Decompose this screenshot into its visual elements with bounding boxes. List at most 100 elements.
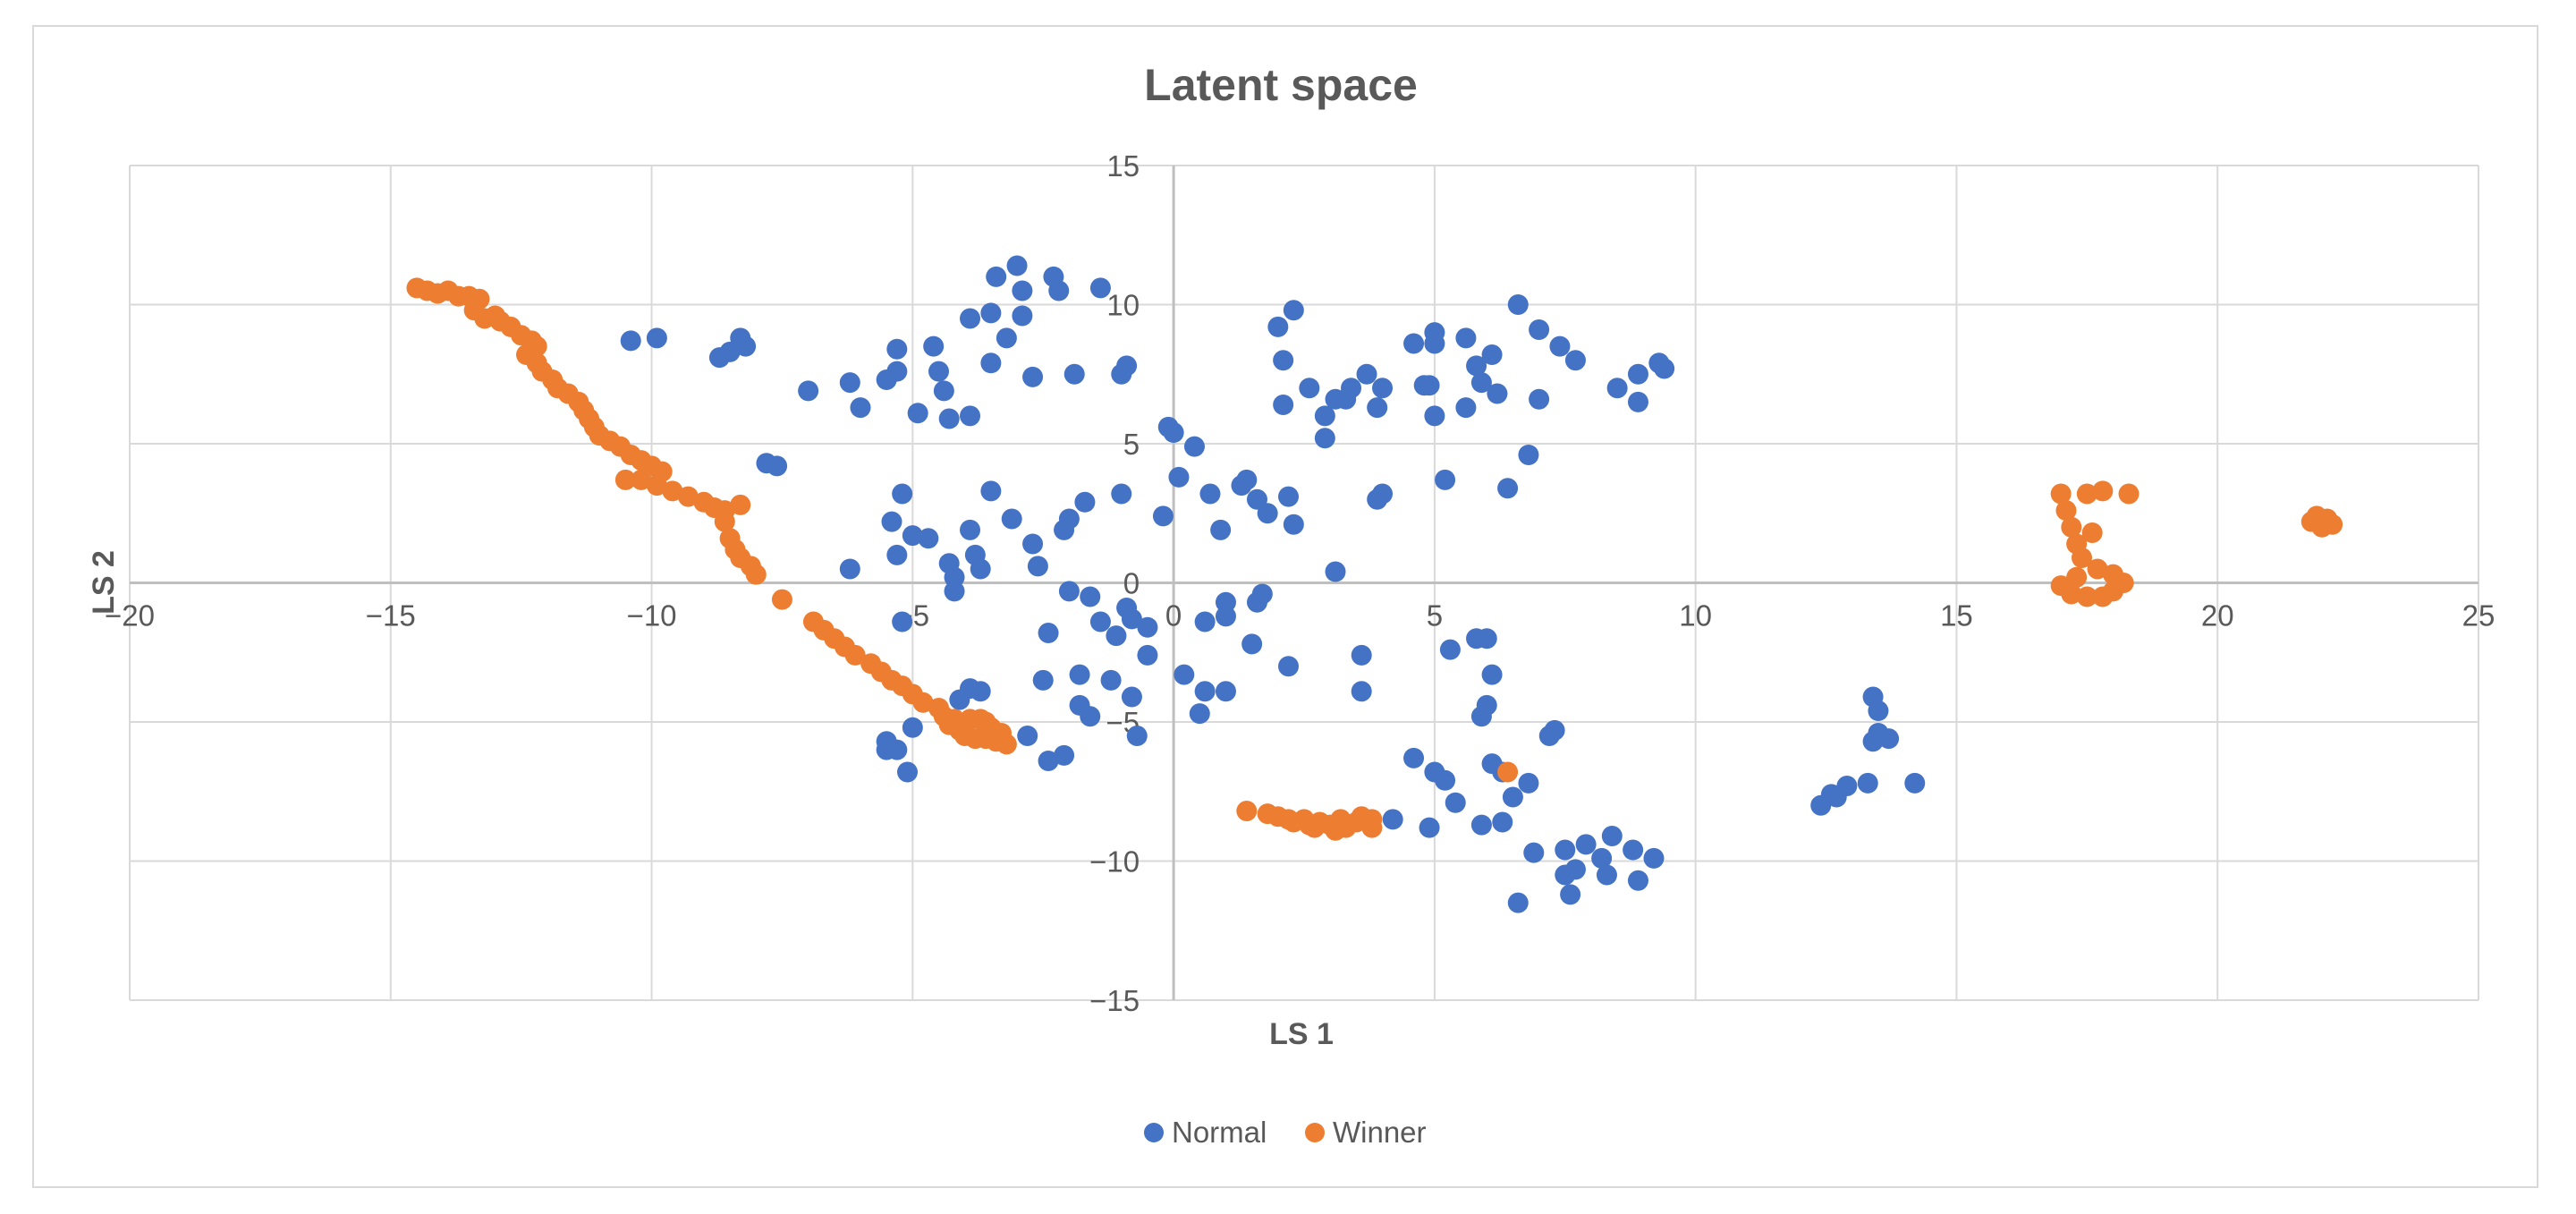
point-normal — [970, 558, 991, 580]
y-axis-title: LS 2 — [87, 550, 121, 615]
chart-frame — [32, 25, 2538, 1188]
point-normal — [1126, 726, 1148, 747]
point-normal — [1121, 686, 1142, 708]
point-normal — [646, 327, 667, 349]
point-normal — [1012, 305, 1033, 327]
point-normal — [1470, 814, 1492, 836]
point-normal — [1455, 397, 1477, 419]
legend-label-normal: Normal — [1172, 1116, 1267, 1149]
point-normal — [767, 455, 788, 477]
y-tick-label: −15 — [1089, 984, 1140, 1017]
point-normal — [1382, 809, 1403, 830]
point-winner — [2066, 566, 2088, 588]
point-normal — [1836, 776, 1858, 797]
x-tick-label: 5 — [1427, 599, 1443, 632]
point-normal — [1507, 892, 1529, 913]
y-tick-label: 5 — [1123, 428, 1140, 461]
point-normal — [980, 352, 1002, 374]
point-winner — [2050, 483, 2072, 505]
point-winner — [912, 692, 934, 713]
point-normal — [1643, 847, 1665, 869]
point-winner — [614, 469, 636, 490]
point-normal — [923, 335, 945, 357]
point-normal — [1251, 583, 1273, 605]
point-normal — [1560, 884, 1581, 905]
x-tick-label: −10 — [627, 599, 677, 632]
point-normal — [1283, 300, 1304, 321]
point-normal — [1032, 669, 1054, 691]
point-normal — [1022, 366, 1044, 387]
point-normal — [798, 380, 819, 402]
point-normal — [1341, 378, 1362, 399]
x-tick-label: −15 — [366, 599, 416, 632]
point-normal — [1080, 706, 1101, 727]
x-tick-labels: −20 −15 −10 −5 0 5 10 15 20 25 — [105, 599, 2495, 632]
x-axis-title: LS 1 — [1269, 1017, 1334, 1051]
point-normal — [980, 480, 1002, 502]
point-normal — [1439, 639, 1461, 660]
y-tick-label: 0 — [1123, 567, 1140, 600]
x-tick-label: 15 — [1940, 599, 1973, 632]
point-normal — [886, 544, 908, 565]
point-normal — [886, 338, 908, 360]
axes — [130, 166, 2479, 1000]
point-winner — [2055, 500, 2077, 522]
point-winner — [2322, 514, 2343, 535]
x-tick-label: 10 — [1679, 599, 1712, 632]
point-normal — [1627, 870, 1648, 891]
point-normal — [1466, 355, 1487, 377]
point-normal — [1507, 294, 1529, 315]
point-winner — [2081, 522, 2103, 544]
point-winner — [646, 475, 667, 497]
y-tick-label: 15 — [1106, 149, 1140, 183]
point-normal — [1283, 514, 1304, 535]
point-normal — [1314, 428, 1335, 449]
point-normal — [960, 308, 981, 329]
point-normal — [1038, 622, 1059, 643]
point-winner — [980, 717, 1002, 738]
point-normal — [1497, 478, 1519, 499]
point-normal — [1904, 772, 1926, 794]
point-normal — [1257, 503, 1278, 524]
point-normal — [938, 408, 960, 429]
point-normal — [1857, 772, 1878, 794]
y-tick-label: 10 — [1106, 289, 1140, 322]
point-normal — [1038, 751, 1059, 772]
point-normal — [1435, 469, 1456, 490]
point-normal — [1654, 358, 1675, 379]
point-normal — [1470, 372, 1492, 394]
point-normal — [1273, 350, 1294, 371]
point-normal — [1137, 644, 1158, 666]
point-normal — [1100, 669, 1122, 691]
point-winner — [730, 494, 751, 515]
point-normal — [1481, 344, 1503, 365]
point-normal — [1012, 280, 1033, 301]
legend-marker-winner — [1305, 1123, 1325, 1142]
point-normal — [1419, 817, 1440, 838]
point-normal — [1058, 508, 1080, 530]
point-normal — [1372, 483, 1394, 505]
y-tick-label: −10 — [1089, 845, 1140, 879]
point-winner — [2071, 548, 2092, 569]
point-normal — [933, 380, 954, 402]
point-normal — [1481, 664, 1503, 685]
point-normal — [1089, 277, 1111, 299]
point-normal — [1199, 483, 1221, 505]
point-normal — [1351, 681, 1372, 702]
point-normal — [960, 405, 981, 427]
x-tick-label: 25 — [2462, 599, 2496, 632]
point-normal — [907, 403, 928, 424]
point-normal — [996, 327, 1017, 349]
point-winner — [1361, 817, 1383, 838]
point-winner — [2103, 564, 2124, 585]
point-normal — [1299, 378, 1320, 399]
point-normal — [850, 397, 871, 419]
point-normal — [1314, 405, 1335, 427]
point-normal — [1163, 422, 1184, 444]
point-normal — [1372, 378, 1394, 399]
point-normal — [1529, 388, 1550, 410]
point-normal — [1121, 608, 1142, 630]
point-winner — [2092, 480, 2114, 502]
point-normal — [1027, 556, 1048, 577]
